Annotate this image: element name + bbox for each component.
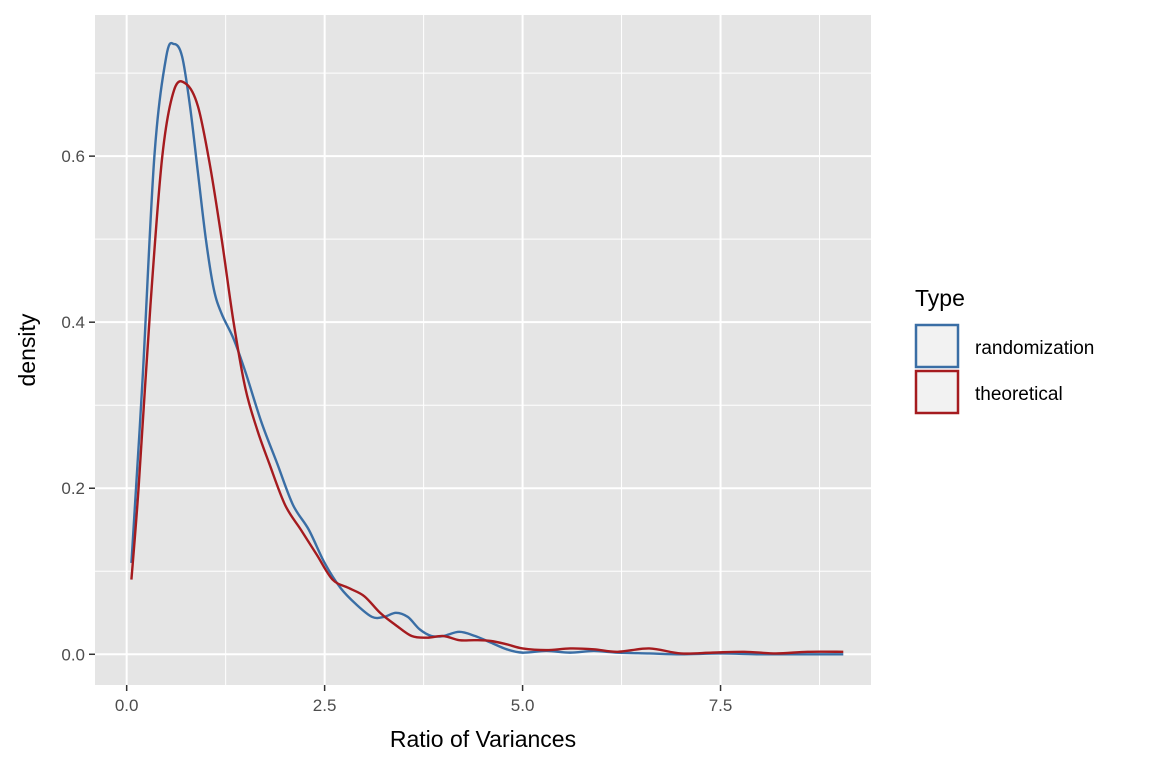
y-tick-label: 0.2 [61,479,85,498]
y-tick-label: 0.4 [61,313,85,332]
legend-label-randomization: randomization [975,338,1094,359]
x-tick-label: 5.0 [511,696,535,715]
series-line-randomization [130,41,844,656]
legend-key-randomization [914,323,960,369]
series-lines [130,41,844,656]
x-axis-title: Ratio of Variances [390,726,576,752]
legend-items: randomization theoretical [914,323,1094,415]
legend-title: Type [915,285,965,311]
x-tick-label: 0.0 [115,696,139,715]
plot-panel [95,15,871,685]
legend: Type randomization theoretical [914,285,1094,415]
minor-gridlines [95,15,871,685]
legend-key-theoretical [914,369,960,415]
x-axis: 0.0 2.5 5.0 7.5 [115,685,733,715]
series-line-theoretical [130,80,844,655]
y-axis: 0.0 0.2 0.4 0.6 [61,147,95,664]
x-tick-label: 2.5 [313,696,337,715]
y-tick-label: 0.0 [61,645,85,664]
x-tick-label: 7.5 [709,696,733,715]
y-tick-label: 0.6 [61,147,85,166]
legend-label-theoretical: theoretical [975,384,1063,405]
y-axis-title: density [14,313,40,386]
